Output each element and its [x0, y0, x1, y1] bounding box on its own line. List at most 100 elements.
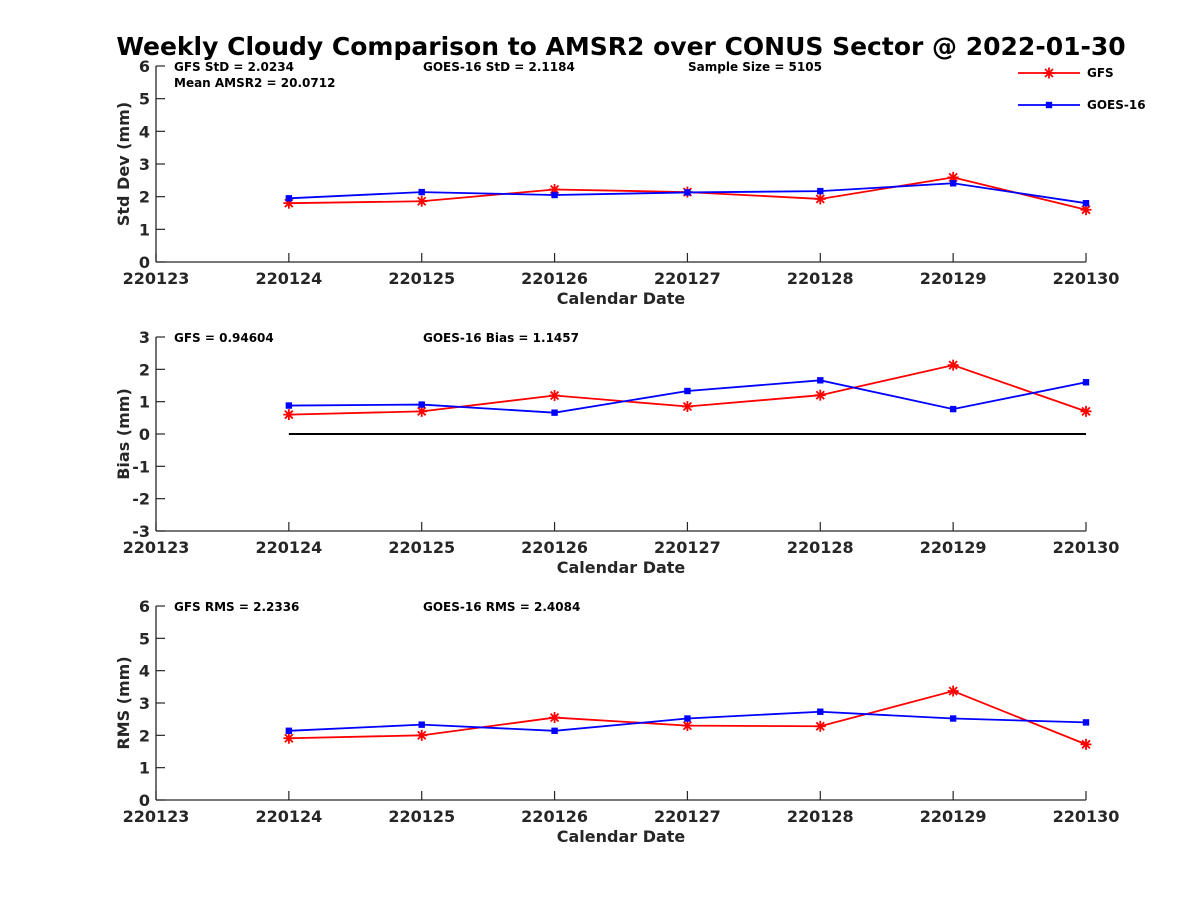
data-point-goes-16	[817, 377, 824, 384]
stat-annotation: GFS = 0.94604	[174, 331, 274, 345]
data-point-goes-16	[285, 195, 293, 202]
x-tick-label: 220126	[521, 269, 588, 288]
y-tick-label: -3	[132, 522, 150, 541]
data-point-goes-16	[1082, 200, 1090, 207]
data-point-gfs	[416, 729, 428, 741]
stat-annotation: GFS StD = 2.0234	[174, 60, 294, 74]
x-axis-label: Calendar Date	[557, 289, 686, 308]
x-axis-label: Calendar Date	[557, 558, 686, 577]
panel-2: -3 -2 -1 0 1 2 3 220123 220124 220125 220126 220127…	[114, 328, 1119, 577]
data-point-gfs	[283, 409, 295, 421]
x-tick-label: 220128	[787, 807, 854, 826]
x-tick-label: 220130	[1053, 269, 1120, 288]
data-point-goes-16	[949, 715, 957, 722]
data-point-goes-16	[418, 721, 425, 728]
stat-annotation: GOES-16 StD = 2.1184	[423, 60, 575, 74]
stat-annotation: GOES-16 Bias = 1.1457	[423, 331, 579, 345]
y-axis-label: Std Dev (mm)	[114, 102, 133, 226]
y-tick-label: 3	[139, 694, 150, 713]
chart-title: Weekly Cloudy Comparison to AMSR2 over C…	[116, 32, 1125, 61]
x-tick-label: 220126	[521, 538, 588, 557]
x-tick-label: 220128	[787, 538, 854, 557]
x-tick-label: 220129	[920, 538, 987, 557]
data-point-gfs	[947, 359, 959, 371]
x-tick-label: 220125	[388, 538, 455, 557]
y-tick-label: 1	[139, 393, 150, 412]
legend-label: GFS	[1087, 66, 1114, 80]
x-tick-label: 220127	[654, 538, 721, 557]
panel-3: 0 1 2 3 4 5 6 220123 220124 220125 220126 220127 220…	[114, 597, 1119, 846]
y-tick-label: 3	[139, 155, 150, 174]
x-tick-label: 220127	[654, 269, 721, 288]
y-tick-label: 5	[139, 629, 150, 648]
stat-annotation: Sample Size = 5105	[688, 60, 822, 74]
x-tick-label: 220124	[255, 807, 322, 826]
data-point-gfs	[283, 732, 295, 744]
y-tick-label: 0	[139, 791, 150, 810]
y-axis-label: Bias (mm)	[114, 388, 133, 480]
data-point-gfs	[681, 720, 693, 732]
y-tick-label: 2	[139, 188, 150, 207]
y-tick-label: 1	[139, 220, 150, 239]
y-tick-label: 3	[139, 328, 150, 347]
data-point-gfs	[549, 390, 561, 402]
x-tick-label: 220125	[388, 269, 455, 288]
y-tick-label: 5	[139, 90, 150, 109]
x-tick-label: 220128	[787, 269, 854, 288]
data-point-gfs	[947, 685, 959, 697]
y-tick-label: 4	[139, 662, 150, 681]
x-tick-label: 220124	[255, 269, 322, 288]
legend-item-gfs: GFS	[1018, 66, 1114, 80]
data-point-goes-16	[817, 187, 824, 195]
x-tick-label: 220123	[123, 538, 190, 557]
y-tick-label: -2	[132, 490, 150, 509]
y-tick-label: -1	[132, 457, 150, 476]
y-tick-label: 1	[139, 759, 150, 778]
data-point-goes-16	[418, 401, 425, 408]
legend: GFS GOES-16	[1018, 66, 1146, 112]
data-point-gfs	[1080, 738, 1092, 750]
y-tick-label: 2	[139, 726, 150, 745]
stat-annotation: Mean AMSR2 = 20.0712	[174, 76, 335, 90]
x-tick-label: 220123	[123, 807, 190, 826]
x-tick-label: 220130	[1053, 538, 1120, 557]
data-point-goes-16	[684, 189, 691, 196]
y-tick-label: 6	[139, 597, 150, 616]
x-tick-label: 220129	[920, 807, 987, 826]
x-tick-label: 220124	[255, 538, 322, 557]
x-tick-label: 220125	[388, 807, 455, 826]
y-tick-label: 4	[139, 122, 150, 141]
data-point-goes-16	[684, 715, 691, 722]
data-point-goes-16	[817, 708, 824, 715]
panel-1: 0 1 2 3 4 5 6 220123 220124 220125 220126 220127 220…	[114, 57, 1119, 308]
data-point-goes-16	[949, 405, 957, 413]
y-tick-label: 2	[139, 360, 150, 379]
data-point-goes-16	[551, 409, 558, 416]
data-point-goes-16	[418, 188, 425, 196]
legend-marker	[1043, 67, 1055, 79]
legend-label: GOES-16	[1087, 98, 1146, 112]
x-axis-label: Calendar Date	[557, 827, 686, 846]
x-tick-label: 220127	[654, 807, 721, 826]
data-point-gfs	[814, 193, 826, 205]
data-point-goes-16	[1082, 379, 1090, 386]
data-point-gfs	[416, 195, 428, 207]
data-point-goes-16	[285, 727, 293, 735]
legend-marker	[1045, 101, 1053, 109]
data-point-gfs	[681, 401, 693, 413]
y-tick-label: 0	[139, 425, 150, 444]
y-tick-label: 6	[139, 57, 150, 76]
stat-annotation: GOES-16 RMS = 2.4084	[423, 600, 580, 614]
x-tick-label: 220123	[123, 269, 190, 288]
y-tick-label: 0	[139, 253, 150, 272]
data-point-gfs	[549, 712, 561, 724]
data-point-goes-16	[551, 727, 558, 735]
data-point-goes-16	[1082, 719, 1090, 726]
legend-item-goes-16: GOES-16	[1018, 98, 1146, 112]
data-point-gfs	[814, 389, 826, 401]
data-point-goes-16	[949, 180, 957, 187]
data-point-gfs	[1080, 405, 1092, 417]
